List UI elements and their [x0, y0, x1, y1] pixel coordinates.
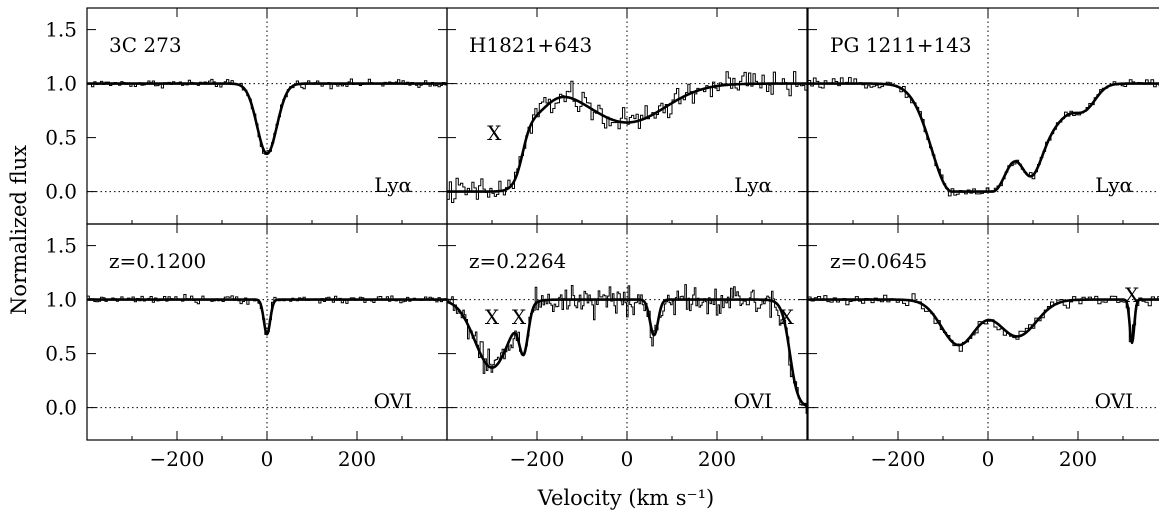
model-fit-3c273-ovi: [87, 298, 447, 336]
y-tick-label: 0.5: [45, 342, 77, 366]
model-fit-pg1211-lya: [808, 82, 1159, 193]
y-tick-label: 1.0: [45, 288, 77, 312]
x-tick-label: −200: [150, 447, 205, 471]
y-tick-label: 0.5: [45, 126, 77, 150]
contamination-marker: X: [512, 305, 527, 329]
redshift-label: z=0.2264: [469, 249, 566, 273]
contamination-marker: X: [485, 305, 500, 329]
model-fit-3c273-lya: [87, 82, 447, 156]
x-tick-label: 200: [338, 447, 376, 471]
panel-pg1211-lya: PG 1211+143 Lyα: [807, 7, 1159, 225]
ion-line-label: OVI: [374, 389, 412, 413]
ion-line-label: Lyα: [1095, 173, 1133, 197]
ion-line-label: Lyα: [374, 173, 412, 197]
object-name-label: 3C 273: [109, 33, 182, 57]
contamination-marker: X: [487, 121, 502, 145]
panels-layer: 0.0 0.5 1.0 1.5 3C 273 Lyα H1821+643 Lyα X PG 121…: [45, 7, 1159, 471]
panel-3c273-ovi: −200 0 200 0.0 0.5 1.0 1.5 z=0.1200 OVI: [45, 223, 448, 471]
ion-line-label: OVI: [734, 389, 772, 413]
y-tick-label: 1.5: [45, 18, 77, 42]
x-tick-label: −200: [510, 447, 565, 471]
x-tick-label: 0: [982, 447, 995, 471]
panel-pg1211-ovi: −200 0 200 z=0.0645 OVI X: [807, 223, 1159, 471]
y-tick-label: 0.0: [45, 180, 77, 204]
x-tick-label: −200: [871, 447, 926, 471]
model-fit-h1821-lya: [447, 82, 807, 193]
y-tick-label: 0.0: [45, 396, 77, 420]
x-tick-label: 200: [1059, 447, 1097, 471]
y-tick-label: 1.0: [45, 72, 77, 96]
model-fit-h1821-ovi: [447, 298, 807, 408]
ion-line-label: OVI: [1095, 389, 1133, 413]
object-name-label: PG 1211+143: [830, 33, 972, 57]
x-tick-label: 0: [621, 447, 634, 471]
redshift-label: z=0.0645: [830, 249, 927, 273]
panel-h1821-lya: H1821+643 Lyα X: [446, 7, 808, 225]
y-tick-label: 1.5: [45, 234, 77, 258]
contamination-marker: X: [1125, 283, 1140, 307]
redshift-label: z=0.1200: [109, 249, 206, 273]
contamination-marker: X: [780, 305, 795, 329]
x-axis-label: Velocity (km s⁻¹): [537, 486, 714, 510]
y-axis-label: Normalized flux: [7, 145, 31, 315]
axes-labels: Velocity (km s⁻¹) Normalized flux: [7, 145, 714, 510]
object-name-label: H1821+643: [469, 33, 592, 57]
x-tick-label: 200: [698, 447, 736, 471]
panel-3c273-lya: 0.0 0.5 1.0 1.5 3C 273 Lyα: [45, 7, 448, 225]
ion-line-label: Lyα: [734, 173, 772, 197]
model-fit-pg1211-ovi: [808, 298, 1159, 347]
x-tick-label: 0: [261, 447, 274, 471]
